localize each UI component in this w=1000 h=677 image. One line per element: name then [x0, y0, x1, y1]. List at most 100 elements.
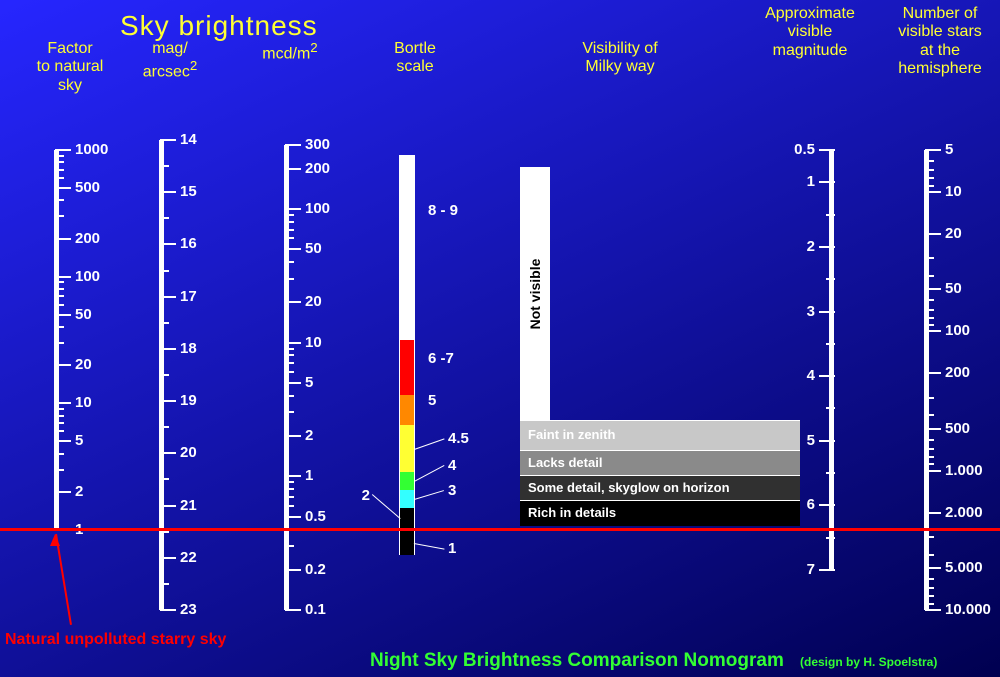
minortick-mcd — [285, 505, 294, 507]
minortick-mcd — [285, 395, 294, 397]
minortick-avm — [826, 214, 835, 216]
minortick-factor — [55, 430, 64, 432]
tick-stars — [925, 567, 941, 569]
tick-factor — [55, 440, 71, 442]
minortick-factor — [55, 177, 64, 179]
minortick-stars — [925, 463, 934, 465]
tick-label-mcd: 0.1 — [305, 601, 326, 618]
tick-label-stars: 2.000 — [945, 504, 983, 521]
tick-mag — [160, 505, 176, 507]
natural-sky-arrow — [55, 534, 72, 625]
tick-label-avm: 0.5 — [794, 141, 815, 158]
tick-label-mcd: 50 — [305, 240, 322, 257]
tick-label-mcd: 2 — [305, 427, 313, 444]
tick-stars — [925, 470, 941, 472]
tick-label-stars: 200 — [945, 364, 970, 381]
tick-label-mcd: 20 — [305, 293, 322, 310]
minortick-mcd — [285, 496, 294, 498]
tick-stars — [925, 191, 941, 193]
minortick-avm — [826, 537, 835, 539]
tick-label-factor: 20 — [75, 356, 92, 373]
minortick-avm — [826, 278, 835, 280]
minortick-mcd — [285, 488, 294, 490]
minortick-mcd — [285, 411, 294, 413]
tick-label-mag: 20 — [180, 444, 197, 461]
tick-label-stars: 100 — [945, 322, 970, 339]
tick-label-stars: 5 — [945, 141, 953, 158]
bortle-label: 4.5 — [448, 430, 469, 447]
tick-label-factor: 500 — [75, 179, 100, 196]
minortick-mag — [160, 426, 169, 428]
natural-sky-arrowhead — [50, 534, 60, 546]
bortle-band — [400, 508, 414, 530]
visibility-label: Lacks detail — [528, 455, 602, 470]
bortle-leader — [372, 494, 401, 519]
minortick-mcd — [285, 278, 294, 280]
minortick-stars — [925, 554, 934, 556]
tick-label-mag: 22 — [180, 549, 197, 566]
bortle-band — [400, 490, 414, 508]
bortle-label: 1 — [448, 540, 456, 557]
tick-factor — [55, 402, 71, 404]
tick-mcd — [285, 168, 301, 170]
minortick-factor — [55, 169, 64, 171]
minortick-mag — [160, 478, 169, 480]
minortick-stars — [925, 536, 934, 538]
h-mcd: mcd/m2 — [250, 40, 330, 64]
tick-label-mcd: 5 — [305, 374, 313, 391]
minortick-factor — [55, 288, 64, 290]
tick-label-factor: 100 — [75, 268, 100, 285]
bortle-label: 8 - 9 — [428, 202, 458, 219]
minortick-stars — [925, 160, 934, 162]
minortick-factor — [55, 326, 64, 328]
tick-label-factor: 50 — [75, 306, 92, 323]
minortick-stars — [925, 448, 934, 450]
tick-label-factor: 5 — [75, 432, 83, 449]
minortick-mcd — [285, 481, 294, 483]
minortick-mcd — [285, 261, 294, 263]
tick-avm — [819, 246, 835, 248]
axis-stars — [924, 150, 929, 610]
tick-label-factor: 2 — [75, 483, 83, 500]
visibility-label: Faint in zenith — [528, 427, 615, 442]
tick-mag — [160, 191, 176, 193]
minortick-avm — [826, 407, 835, 409]
h-stars: Number ofvisible starsat thehemisphere — [885, 5, 995, 79]
minortick-factor — [55, 199, 64, 201]
minortick-mag — [160, 217, 169, 219]
tick-label-stars: 10.000 — [945, 601, 991, 618]
visibility-label: Rich in details — [528, 505, 616, 520]
tick-mag — [160, 243, 176, 245]
minortick-stars — [925, 317, 934, 319]
minortick-avm — [826, 343, 835, 345]
tick-mcd — [285, 609, 301, 611]
minortick-mcd — [285, 229, 294, 231]
minortick-stars — [925, 185, 934, 187]
minortick-stars — [925, 169, 934, 171]
tick-label-avm: 4 — [807, 367, 815, 384]
tick-stars — [925, 428, 941, 430]
footer-title: Night Sky Brightness Comparison Nomogram — [370, 650, 784, 672]
tick-label-avm: 2 — [807, 238, 815, 255]
bortle-label: 6 -7 — [428, 350, 454, 367]
title: Sky brightness — [120, 10, 318, 42]
minortick-stars — [925, 595, 934, 597]
tick-factor — [55, 314, 71, 316]
minortick-mag — [160, 270, 169, 272]
tick-label-mcd: 10 — [305, 334, 322, 351]
natural-sky-line — [0, 528, 1000, 531]
tick-label-stars: 10 — [945, 183, 962, 200]
tick-label-mcd: 0.5 — [305, 508, 326, 525]
minortick-stars — [925, 309, 934, 311]
tick-label-stars: 1.000 — [945, 462, 983, 479]
tick-mcd — [285, 569, 301, 571]
tick-label-mcd: 1 — [305, 467, 313, 484]
bortle-label: 2 — [362, 487, 370, 504]
tick-mag — [160, 400, 176, 402]
bortle-band — [400, 340, 414, 395]
tick-label-stars: 20 — [945, 225, 962, 242]
tick-label-mcd: 0.2 — [305, 561, 326, 578]
bortle-leader — [414, 465, 444, 482]
minortick-factor — [55, 161, 64, 163]
minortick-factor — [55, 415, 64, 417]
